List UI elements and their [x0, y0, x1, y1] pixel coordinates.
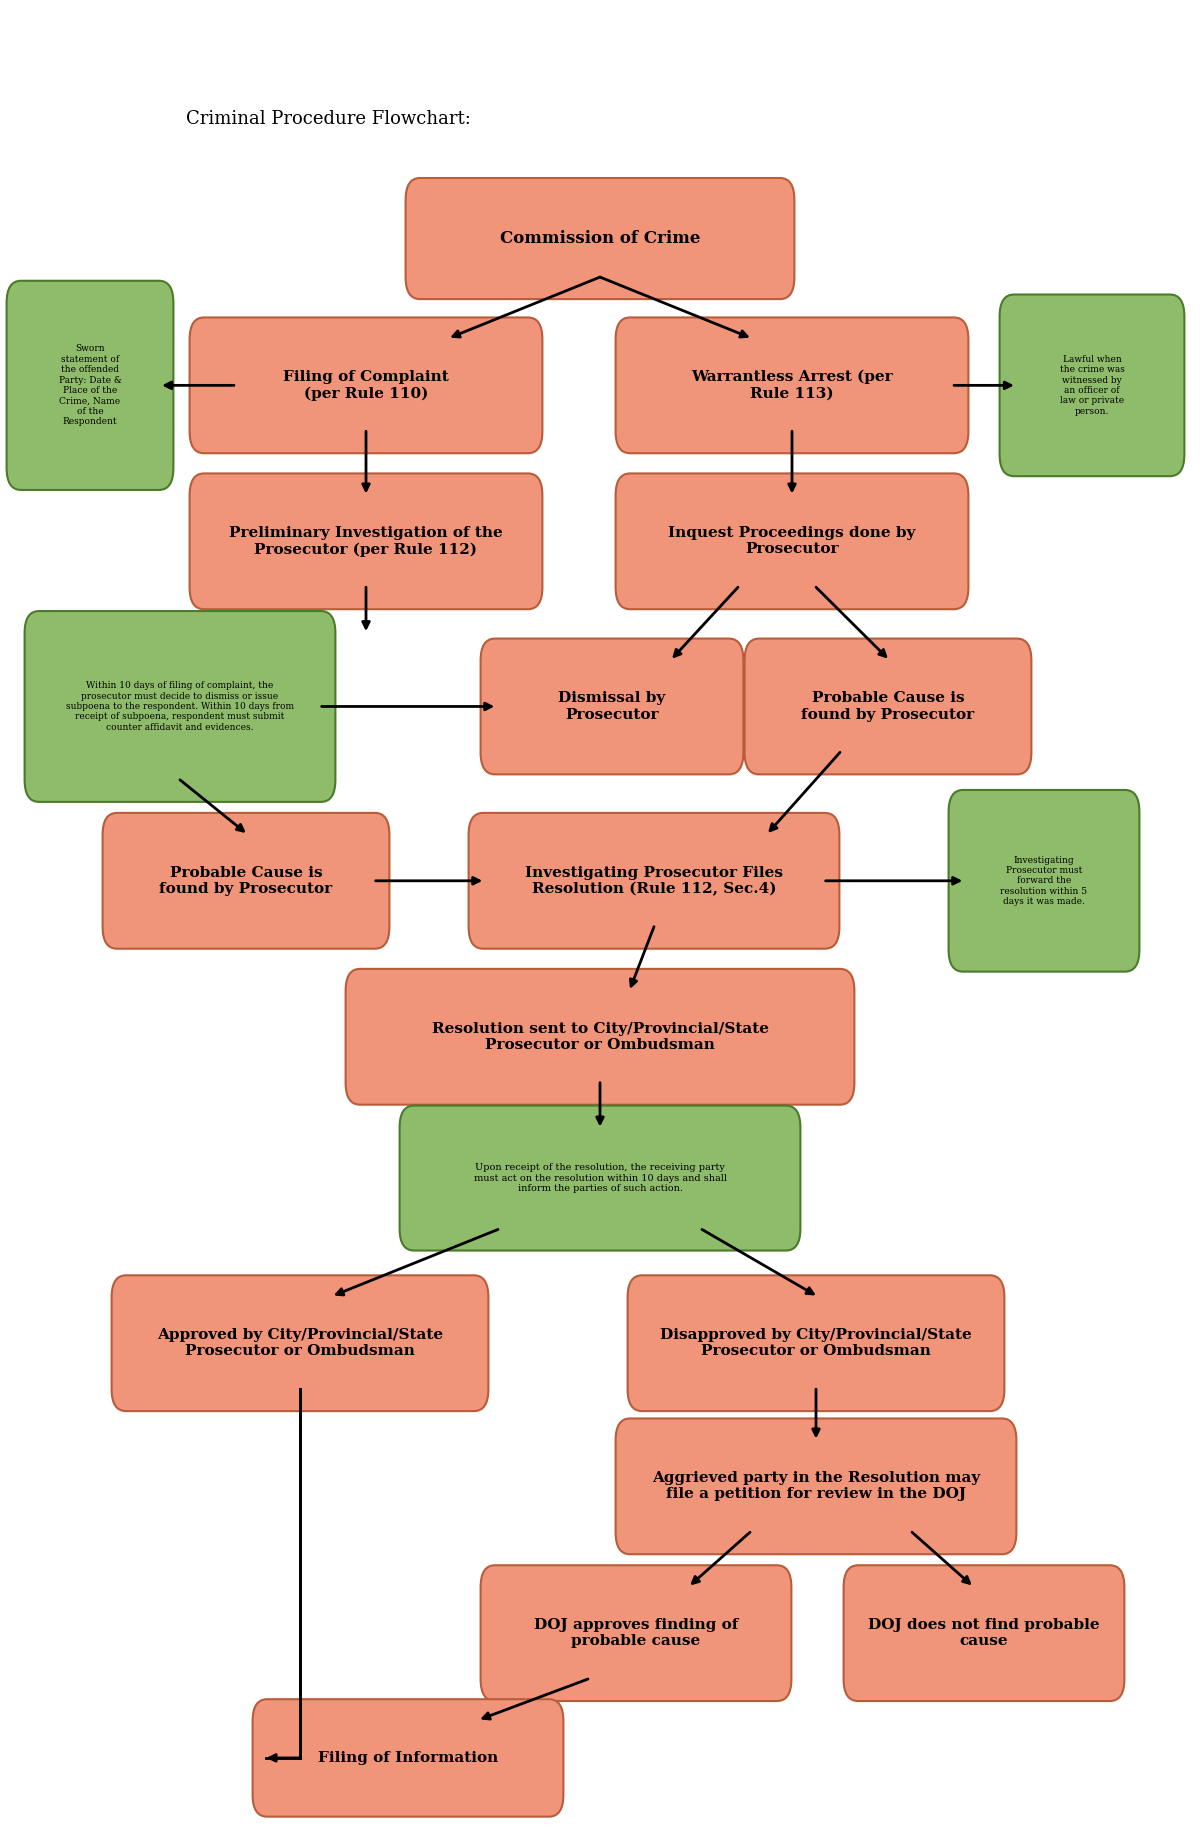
Text: Upon receipt of the resolution, the receiving party
must act on the resolution w: Upon receipt of the resolution, the rece… [474, 1163, 726, 1193]
Text: Probable Cause is
found by Prosecutor: Probable Cause is found by Prosecutor [802, 692, 974, 721]
Text: Lawful when
the crime was
witnessed by
an officer of
law or private
person.: Lawful when the crime was witnessed by a… [1060, 354, 1124, 417]
Text: Commission of Crime: Commission of Crime [500, 229, 700, 248]
FancyBboxPatch shape [346, 969, 854, 1105]
FancyBboxPatch shape [24, 611, 336, 802]
FancyBboxPatch shape [844, 1565, 1124, 1701]
Text: Disapproved by City/Provincial/State
Prosecutor or Ombudsman: Disapproved by City/Provincial/State Pro… [660, 1329, 972, 1358]
Text: Criminal Procedure Flowchart:: Criminal Procedure Flowchart: [186, 110, 470, 128]
FancyBboxPatch shape [744, 639, 1031, 774]
FancyBboxPatch shape [469, 813, 840, 949]
FancyBboxPatch shape [480, 639, 744, 774]
Text: DOJ approves finding of
probable cause: DOJ approves finding of probable cause [534, 1618, 738, 1648]
Text: Filing of Information: Filing of Information [318, 1751, 498, 1765]
FancyBboxPatch shape [406, 178, 794, 299]
FancyBboxPatch shape [103, 813, 390, 949]
FancyBboxPatch shape [190, 473, 542, 609]
Text: Inquest Proceedings done by
Prosecutor: Inquest Proceedings done by Prosecutor [668, 527, 916, 556]
Text: Approved by City/Provincial/State
Prosecutor or Ombudsman: Approved by City/Provincial/State Prosec… [157, 1329, 443, 1358]
Text: Preliminary Investigation of the
Prosecutor (per Rule 112): Preliminary Investigation of the Prosecu… [229, 527, 503, 556]
FancyBboxPatch shape [1000, 294, 1184, 475]
FancyBboxPatch shape [949, 791, 1140, 973]
Text: Warrantless Arrest (per
Rule 113): Warrantless Arrest (per Rule 113) [691, 371, 893, 400]
FancyBboxPatch shape [616, 1418, 1016, 1554]
Text: Resolution sent to City/Provincial/State
Prosecutor or Ombudsman: Resolution sent to City/Provincial/State… [432, 1022, 768, 1051]
Text: Dismissal by
Prosecutor: Dismissal by Prosecutor [558, 692, 666, 721]
FancyBboxPatch shape [253, 1699, 564, 1817]
Text: Investigating Prosecutor Files
Resolution (Rule 112, Sec.4): Investigating Prosecutor Files Resolutio… [526, 866, 784, 895]
FancyBboxPatch shape [112, 1275, 488, 1411]
FancyBboxPatch shape [616, 473, 968, 609]
Text: Probable Cause is
found by Prosecutor: Probable Cause is found by Prosecutor [160, 866, 332, 895]
Text: Within 10 days of filing of complaint, the
prosecutor must decide to dismiss or : Within 10 days of filing of complaint, t… [66, 681, 294, 732]
FancyBboxPatch shape [480, 1565, 792, 1701]
Text: Aggrieved party in the Resolution may
file a petition for review in the DOJ: Aggrieved party in the Resolution may fi… [652, 1472, 980, 1501]
Text: DOJ does not find probable
cause: DOJ does not find probable cause [868, 1618, 1100, 1648]
Text: Filing of Complaint
(per Rule 110): Filing of Complaint (per Rule 110) [283, 371, 449, 400]
Text: Sworn
statement of
the offended
Party: Date &
Place of the
Crime, Name
of the
Re: Sworn statement of the offended Party: D… [59, 345, 121, 426]
FancyBboxPatch shape [616, 317, 968, 453]
FancyBboxPatch shape [6, 281, 174, 490]
FancyBboxPatch shape [628, 1275, 1004, 1411]
FancyBboxPatch shape [190, 317, 542, 453]
Text: Investigating
Prosecutor must
forward the
resolution within 5
days it was made.: Investigating Prosecutor must forward th… [1001, 855, 1087, 906]
FancyBboxPatch shape [400, 1105, 800, 1251]
